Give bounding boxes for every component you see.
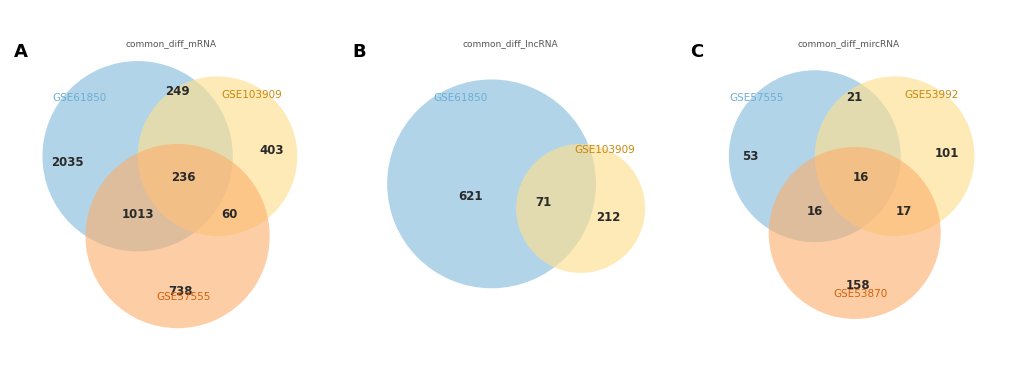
Text: 158: 158 — [845, 279, 869, 292]
Circle shape — [516, 144, 644, 273]
Text: 249: 249 — [165, 85, 190, 98]
Text: 101: 101 — [933, 147, 958, 160]
Text: 71: 71 — [535, 196, 551, 209]
Text: common_diff_mircRNA: common_diff_mircRNA — [797, 40, 899, 49]
Text: 212: 212 — [595, 211, 620, 224]
Circle shape — [768, 147, 940, 319]
Text: GSE57555: GSE57555 — [156, 293, 211, 302]
Text: 21: 21 — [846, 91, 862, 105]
Text: common_diff_lncRNA: common_diff_lncRNA — [462, 40, 557, 49]
Text: common_diff_mRNA: common_diff_mRNA — [125, 40, 217, 49]
Text: GSE103909: GSE103909 — [221, 90, 281, 100]
Text: 738: 738 — [168, 285, 193, 298]
Text: 17: 17 — [895, 205, 911, 218]
Circle shape — [387, 79, 595, 288]
Text: GSE61850: GSE61850 — [433, 93, 487, 103]
Circle shape — [43, 61, 232, 252]
Text: 53: 53 — [742, 150, 758, 163]
Text: 403: 403 — [259, 144, 283, 157]
Text: GSE53870: GSE53870 — [833, 290, 888, 299]
Circle shape — [814, 76, 973, 236]
Text: 16: 16 — [852, 171, 868, 184]
Text: 2035: 2035 — [51, 156, 84, 169]
Text: 1013: 1013 — [121, 208, 154, 221]
Text: GSE53992: GSE53992 — [904, 90, 958, 100]
Text: B: B — [352, 43, 365, 60]
Circle shape — [86, 144, 269, 328]
Text: 236: 236 — [171, 171, 196, 184]
Text: 16: 16 — [806, 205, 822, 218]
Text: 60: 60 — [221, 208, 237, 221]
Circle shape — [729, 70, 900, 242]
Text: GSE57555: GSE57555 — [729, 93, 783, 103]
Text: 621: 621 — [458, 190, 482, 203]
Text: C: C — [690, 43, 703, 60]
Text: GSE61850: GSE61850 — [52, 93, 106, 103]
Text: A: A — [13, 43, 28, 60]
Text: GSE103909: GSE103909 — [575, 145, 635, 155]
Circle shape — [138, 76, 298, 236]
